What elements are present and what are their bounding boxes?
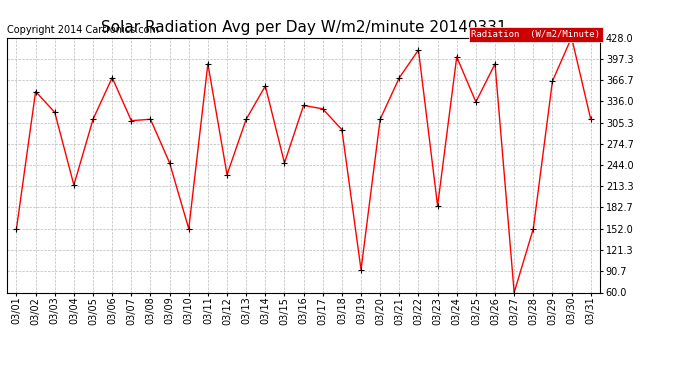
Title: Solar Radiation Avg per Day W/m2/minute 20140331: Solar Radiation Avg per Day W/m2/minute … [101, 20, 506, 35]
Text: Copyright 2014 Cartronics.com: Copyright 2014 Cartronics.com [7, 25, 159, 35]
Text: Radiation  (W/m2/Minute): Radiation (W/m2/Minute) [471, 30, 600, 39]
